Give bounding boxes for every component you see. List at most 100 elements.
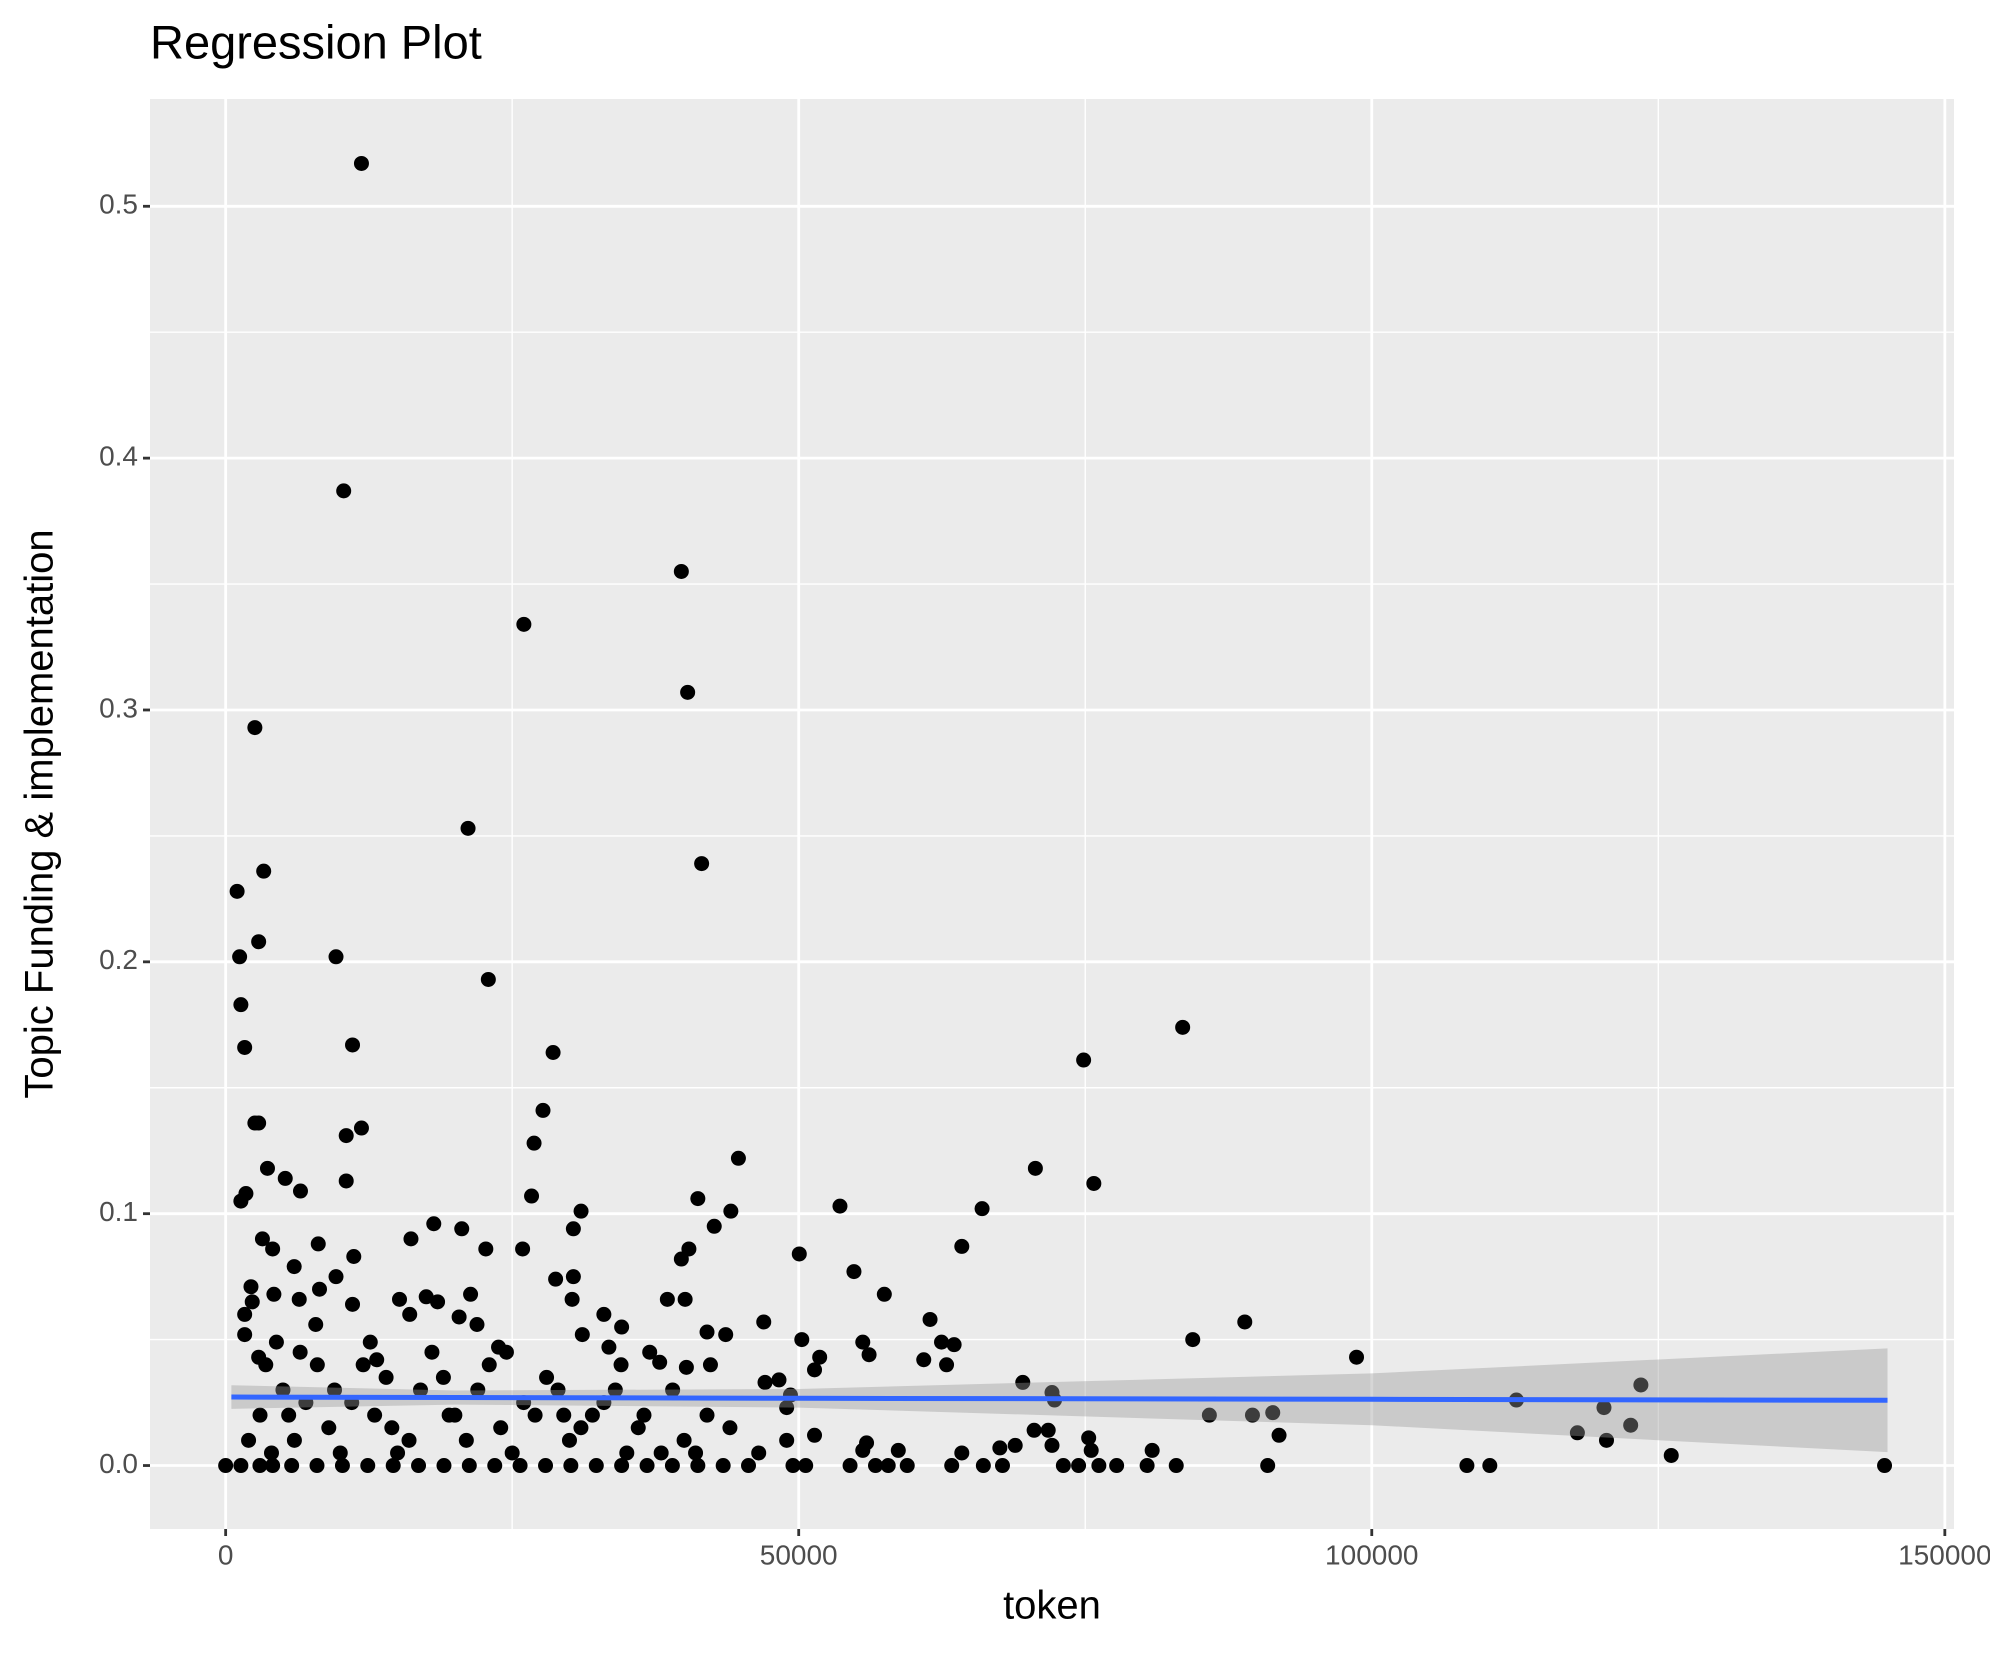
- point: [832, 1198, 848, 1214]
- point: [1081, 1430, 1097, 1446]
- point: [690, 1191, 706, 1207]
- point: [233, 1458, 249, 1474]
- x-tick-label: 100000: [1325, 1539, 1418, 1570]
- point: [385, 1458, 401, 1474]
- point: [1027, 1160, 1043, 1176]
- point: [791, 1246, 807, 1262]
- point: [653, 1445, 669, 1461]
- point: [258, 1357, 274, 1373]
- point: [722, 1420, 738, 1436]
- point: [244, 1294, 260, 1310]
- point: [243, 1279, 259, 1295]
- point: [939, 1357, 955, 1373]
- point: [390, 1445, 406, 1461]
- point: [480, 971, 496, 987]
- point: [263, 1445, 279, 1461]
- point: [284, 1458, 300, 1474]
- point: [256, 863, 272, 879]
- point: [992, 1440, 1008, 1456]
- point: [756, 1314, 772, 1330]
- point: [1091, 1458, 1107, 1474]
- point: [336, 483, 352, 499]
- point: [614, 1319, 630, 1335]
- point: [237, 1327, 253, 1343]
- x-tick-label: 50000: [760, 1539, 838, 1570]
- point: [574, 1327, 590, 1343]
- point: [798, 1458, 814, 1474]
- point: [1244, 1407, 1260, 1423]
- point: [812, 1349, 828, 1365]
- point: [367, 1407, 383, 1423]
- x-tick-label: 0: [218, 1539, 234, 1570]
- point: [403, 1231, 419, 1247]
- point: [730, 1150, 746, 1166]
- point: [527, 1407, 543, 1423]
- point: [944, 1458, 960, 1474]
- point: [247, 720, 263, 736]
- point: [469, 1316, 485, 1332]
- y-tick-label: 0.0: [99, 1448, 138, 1479]
- point: [229, 883, 245, 899]
- point: [1175, 1019, 1191, 1035]
- point: [596, 1306, 612, 1322]
- point: [259, 1160, 275, 1176]
- point: [334, 1458, 350, 1474]
- point: [1569, 1425, 1585, 1441]
- point: [715, 1458, 731, 1474]
- point: [846, 1264, 862, 1280]
- point: [454, 1221, 470, 1237]
- point: [550, 1382, 566, 1398]
- point: [619, 1445, 635, 1461]
- point: [418, 1289, 434, 1305]
- point: [1144, 1442, 1160, 1458]
- point: [369, 1352, 385, 1368]
- point: [779, 1400, 795, 1416]
- x-tick-label: 150000: [1898, 1539, 1990, 1570]
- point: [1877, 1458, 1893, 1474]
- point: [779, 1432, 795, 1448]
- point: [292, 1344, 308, 1360]
- point: [573, 1420, 589, 1436]
- point: [584, 1407, 600, 1423]
- point: [1026, 1422, 1042, 1438]
- point: [676, 1432, 692, 1448]
- point: [218, 1458, 234, 1474]
- point: [470, 1382, 486, 1398]
- point: [1349, 1349, 1365, 1365]
- point: [266, 1286, 282, 1302]
- point: [478, 1241, 494, 1257]
- point: [922, 1311, 938, 1327]
- point: [424, 1344, 440, 1360]
- point: [699, 1407, 715, 1423]
- point: [563, 1458, 579, 1474]
- point: [1482, 1458, 1498, 1474]
- point: [411, 1458, 427, 1474]
- point: [899, 1458, 915, 1474]
- point: [1271, 1427, 1287, 1443]
- point: [309, 1357, 325, 1373]
- point: [460, 820, 476, 836]
- point: [265, 1458, 281, 1474]
- point: [312, 1281, 328, 1297]
- point: [954, 1445, 970, 1461]
- point: [535, 1102, 551, 1118]
- point: [861, 1347, 877, 1363]
- regression-line: [231, 1394, 1888, 1403]
- point: [328, 949, 344, 965]
- point: [706, 1218, 722, 1234]
- point: [281, 1407, 297, 1423]
- point: [384, 1420, 400, 1436]
- point: [458, 1432, 474, 1448]
- point: [461, 1458, 477, 1474]
- point: [498, 1344, 514, 1360]
- point: [677, 1291, 693, 1307]
- point: [254, 1231, 270, 1247]
- point: [565, 1221, 581, 1237]
- point: [321, 1420, 337, 1436]
- point: [252, 1407, 268, 1423]
- point: [1663, 1447, 1679, 1463]
- point: [292, 1183, 308, 1199]
- point: [539, 1369, 555, 1385]
- point: [855, 1442, 871, 1458]
- point: [1633, 1377, 1649, 1393]
